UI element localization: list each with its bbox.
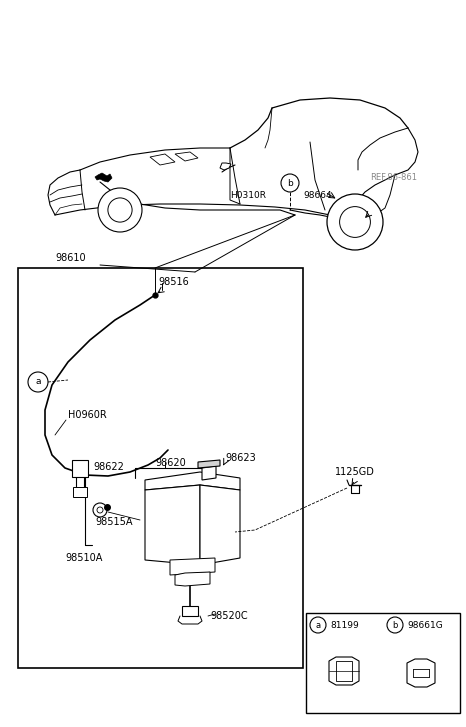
Bar [306, 613, 460, 713]
Circle shape [93, 503, 107, 517]
Polygon shape [170, 558, 215, 575]
Text: 98661G: 98661G [407, 621, 443, 630]
Polygon shape [182, 606, 198, 616]
Text: b: b [287, 179, 293, 188]
Text: 98664: 98664 [303, 190, 332, 199]
Text: b: b [392, 621, 397, 630]
Polygon shape [175, 152, 198, 161]
Text: 98515A: 98515A [95, 517, 132, 527]
Text: 81199: 81199 [330, 621, 359, 630]
Text: 98622: 98622 [93, 462, 124, 472]
Polygon shape [145, 485, 200, 565]
Circle shape [281, 174, 299, 192]
Text: 98520C: 98520C [210, 611, 247, 621]
Bar [18, 268, 303, 668]
Text: 98610: 98610 [55, 253, 86, 263]
Circle shape [310, 617, 326, 633]
Text: 98620: 98620 [155, 458, 186, 468]
Text: H0310R: H0310R [230, 190, 266, 199]
Polygon shape [220, 163, 231, 170]
Circle shape [98, 188, 142, 232]
Text: 98516: 98516 [158, 277, 189, 287]
Circle shape [327, 194, 383, 250]
Polygon shape [200, 485, 240, 565]
Polygon shape [73, 487, 87, 497]
Circle shape [340, 206, 370, 238]
Circle shape [108, 198, 132, 222]
Text: a: a [35, 377, 41, 387]
Circle shape [387, 617, 403, 633]
Polygon shape [336, 661, 352, 681]
Polygon shape [72, 460, 88, 477]
Polygon shape [95, 173, 112, 182]
Text: 98623: 98623 [225, 453, 256, 463]
Polygon shape [202, 466, 216, 480]
Polygon shape [145, 472, 240, 490]
Circle shape [28, 372, 48, 392]
Text: 1125GD: 1125GD [335, 467, 375, 477]
Circle shape [97, 507, 103, 513]
Text: 98510A: 98510A [65, 553, 103, 563]
Text: a: a [315, 621, 321, 630]
Polygon shape [329, 657, 359, 685]
Polygon shape [198, 460, 220, 468]
Text: H0960R: H0960R [68, 410, 107, 420]
Polygon shape [407, 659, 435, 687]
Polygon shape [150, 154, 175, 165]
Polygon shape [175, 572, 210, 586]
Text: REF.86-861: REF.86-861 [370, 172, 417, 182]
